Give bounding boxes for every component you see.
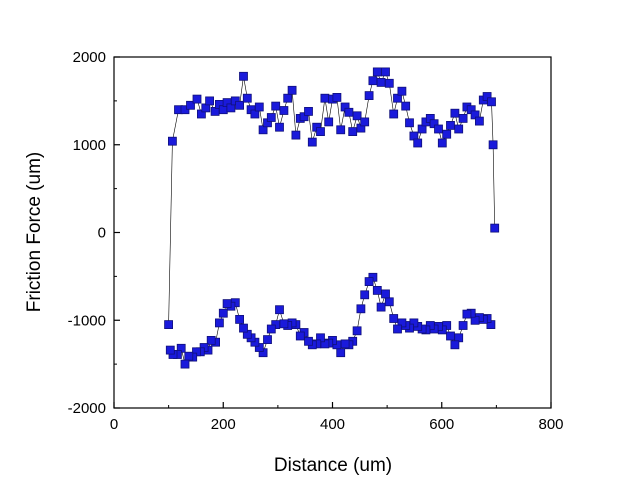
data-point: [275, 305, 284, 315]
data-point: [279, 106, 289, 115]
data-point: [266, 113, 276, 122]
data-point: [488, 140, 498, 150]
data-point: [263, 335, 272, 345]
data-point: [235, 314, 245, 324]
data-point: [462, 309, 472, 319]
data-point: [180, 359, 190, 369]
data-point: [381, 289, 390, 299]
data-point: [186, 100, 195, 110]
data-point: [196, 109, 206, 119]
data-point: [405, 118, 414, 128]
tick-labels: 0 200 400 600 800 -2000 -1000 0 1000 2000: [68, 49, 564, 433]
data-point: [442, 129, 452, 139]
y-tick-label: 1000: [73, 137, 106, 154]
data-point: [316, 127, 325, 136]
data-point: [307, 137, 317, 147]
data-point: [458, 114, 468, 123]
data-point: [332, 93, 342, 102]
y-tick-label: -1000: [68, 312, 106, 329]
axes: [113, 56, 552, 409]
data-point: [164, 320, 174, 330]
data-point: [401, 101, 411, 111]
x-axis-title: Distance (um): [274, 455, 392, 476]
data-point: [218, 308, 228, 318]
data-point: [340, 339, 350, 349]
data-point: [291, 130, 301, 140]
data-point: [352, 326, 362, 336]
x-tick-label: 600: [429, 416, 454, 433]
data-point: [242, 93, 252, 103]
data-point: [389, 109, 399, 119]
data-point: [413, 138, 423, 148]
data-point: [271, 101, 281, 111]
y-axis-title: Friction Force (um): [24, 152, 45, 312]
data-point: [239, 71, 248, 81]
y-tick-label: 0: [98, 225, 106, 242]
data-point: [192, 94, 202, 104]
data-point: [487, 97, 496, 107]
data-point: [344, 107, 354, 117]
data-point: [372, 67, 382, 77]
data-point: [167, 136, 177, 146]
data-point: [226, 103, 236, 113]
data-point: [336, 125, 346, 135]
data-point: [368, 76, 378, 86]
data-point: [437, 138, 447, 148]
data-point: [372, 285, 382, 295]
data-point: [184, 351, 194, 361]
data-point: [458, 321, 468, 330]
data-point: [360, 117, 370, 127]
data-point: [214, 318, 224, 328]
data-point: [376, 78, 386, 87]
data-point: [320, 93, 330, 103]
data-point: [364, 91, 374, 100]
data-point: [490, 223, 500, 233]
data-point: [446, 121, 455, 130]
data-point: [254, 102, 264, 112]
x-tick-label: 200: [211, 416, 236, 433]
data-point: [275, 122, 284, 132]
data-point: [389, 314, 399, 323]
data-point: [450, 108, 460, 118]
data-point: [360, 290, 370, 300]
data-point: [450, 340, 460, 350]
data-point: [397, 86, 407, 96]
data-point: [352, 111, 362, 121]
data-point: [206, 335, 216, 345]
data-point: [250, 109, 260, 119]
data-point: [205, 96, 215, 106]
data-point: [222, 299, 232, 309]
x-tick-label: 0: [110, 416, 118, 433]
data-point: [393, 324, 402, 334]
data-point: [279, 319, 289, 329]
data-point: [474, 116, 484, 126]
data-point: [266, 324, 276, 334]
data-point: [356, 304, 366, 314]
data-point: [165, 345, 175, 355]
y-tick-label: 2000: [73, 49, 106, 66]
data-point: [235, 100, 245, 110]
data-point: [384, 78, 394, 88]
data-point: [454, 124, 464, 134]
data-point: [364, 277, 374, 287]
data-point: [239, 323, 248, 333]
x-tick-label: 800: [538, 416, 563, 433]
y-tick-label: -2000: [68, 400, 106, 417]
x-tick-label: 400: [320, 416, 345, 433]
data-point: [324, 117, 334, 127]
data-point: [381, 67, 390, 77]
data-point: [287, 85, 297, 95]
data-point: [295, 331, 305, 341]
data-point: [384, 297, 394, 307]
data-point: [304, 336, 313, 346]
data-point: [336, 348, 346, 358]
data-point: [348, 127, 358, 136]
data-point: [446, 331, 455, 341]
data-point: [304, 107, 313, 116]
data-point: [376, 302, 386, 312]
data-point: [283, 93, 293, 103]
series-markers: [164, 67, 500, 369]
data-point: [434, 124, 443, 134]
